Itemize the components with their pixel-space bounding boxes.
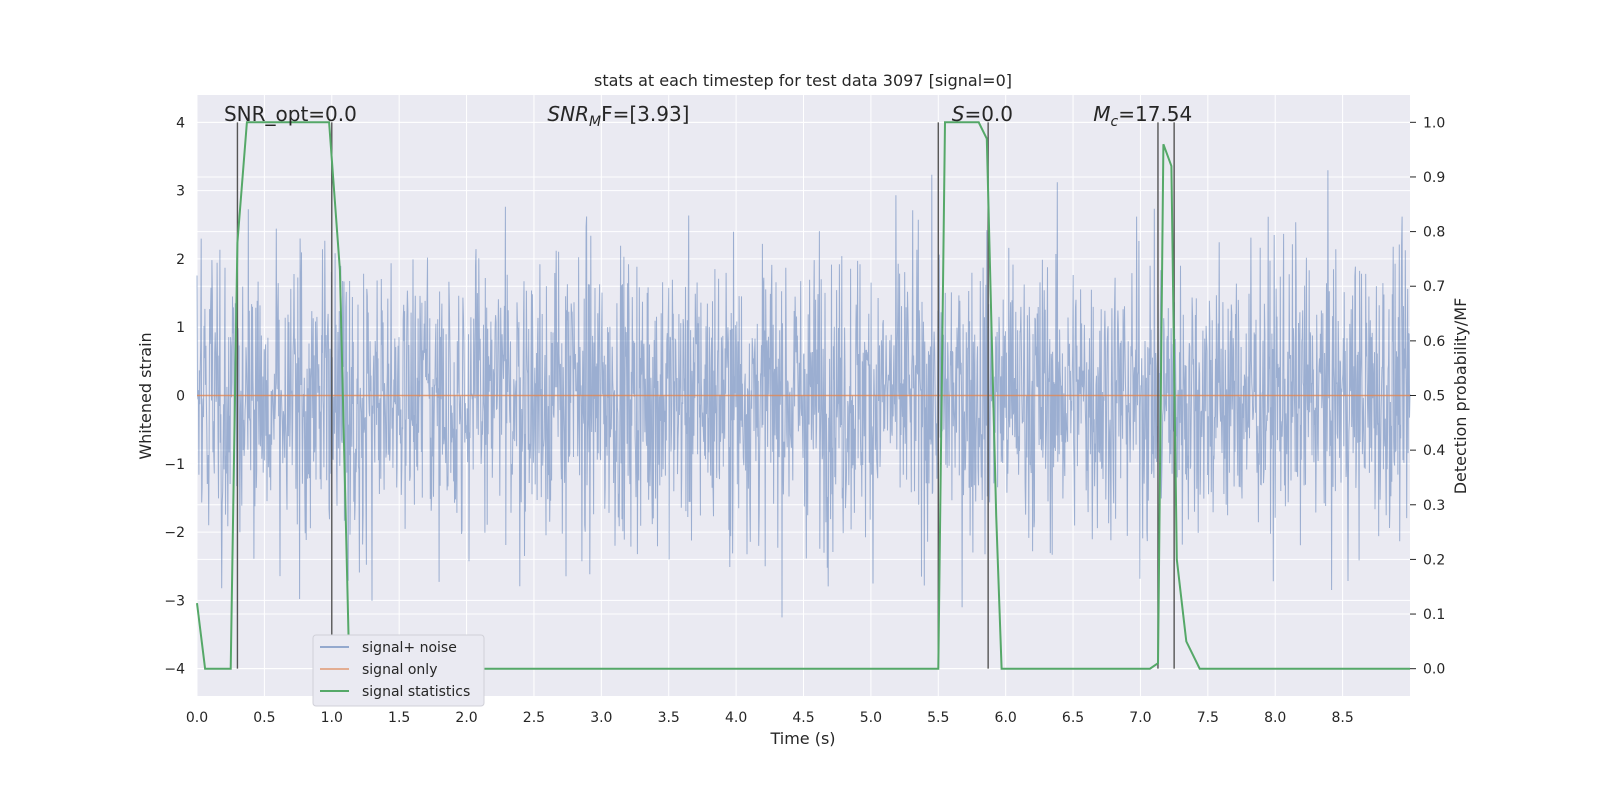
y-right-tick-label: 0.0: [1423, 662, 1445, 678]
y-right-tick-label: 0.2: [1423, 552, 1445, 568]
series-signal-statistics: [196, 121, 1410, 670]
y-tick-label: 2: [176, 252, 185, 268]
chart-title: stats at each timestep for test data 309…: [594, 71, 1012, 90]
x-tick-label: 7.5: [1197, 710, 1219, 726]
x-tick-label: 8.0: [1264, 710, 1286, 726]
x-tick-label: 0.0: [186, 710, 208, 726]
y-tick-label: −3: [164, 593, 185, 609]
y-axis-right-ticks: 0.0 0.1 0.2 0.3 0.4 0.5 0.6 0.7 0.8 0.9 1.0: [1410, 115, 1445, 678]
y-right-tick-label: 0.8: [1423, 225, 1445, 241]
x-tick-label: 5.5: [927, 710, 949, 726]
legend-label-signal-noise: signal+ noise: [362, 640, 457, 656]
y-tick-label: 3: [176, 184, 185, 200]
y-axis-left-label: Whitened strain: [136, 332, 155, 459]
y-right-tick-label: 0.9: [1423, 170, 1445, 186]
x-tick-label: 3.0: [590, 710, 612, 726]
y-tick-label: 1: [176, 320, 185, 336]
x-tick-label: 1.0: [321, 710, 343, 726]
x-tick-label: 6.5: [1062, 710, 1084, 726]
x-tick-label: 2.5: [523, 710, 545, 726]
signal-statistics-line: [196, 121, 1410, 670]
y-tick-label: 4: [176, 115, 185, 131]
x-tick-label: 4.0: [725, 710, 747, 726]
y-right-tick-label: 0.1: [1423, 607, 1445, 623]
x-tick-label: 3.5: [658, 710, 680, 726]
x-tick-label: 7.0: [1129, 710, 1151, 726]
x-axis-ticks: 0.0 0.5 1.0 1.5 2.0 2.5 3.0 3.5 4.0 4.5 5.0 5.5 6.0 6…: [186, 710, 1354, 726]
y-right-tick-label: 1.0: [1423, 115, 1445, 131]
x-tick-label: 0.5: [253, 710, 275, 726]
annotations: SNR_opt=0.0 SNRMF=[3.93] S=0.0 Mc=17.54: [224, 102, 1192, 130]
y-tick-label: −1: [164, 457, 185, 473]
y-right-tick-label: 0.3: [1423, 498, 1445, 514]
x-tick-label: 4.5: [792, 710, 814, 726]
x-tick-label: 8.5: [1331, 710, 1353, 726]
annotation-label: SNRMF=[3.93]: [547, 102, 689, 130]
legend: signal+ noise signal only signal statist…: [312, 634, 485, 707]
annotation-label: Mc=17.54: [1093, 102, 1192, 130]
y-right-tick-label: 0.6: [1423, 334, 1445, 350]
y-axis-left-ticks: −4 −3 −2 −1 0 1 2 3 4: [164, 115, 185, 677]
y-tick-label: −4: [164, 662, 185, 678]
annotation-label: S=0.0: [952, 102, 1013, 126]
y-right-tick-label: 0.4: [1423, 443, 1445, 459]
x-tick-label: 2.0: [455, 710, 477, 726]
x-axis-label: Time (s): [769, 729, 835, 748]
annotation-label: SNR_opt=0.0: [224, 102, 357, 126]
y-tick-label: 0: [176, 389, 185, 405]
y-axis-right-label: Detection probability/MF: [1451, 298, 1470, 495]
legend-label-signal-only: signal only: [362, 662, 437, 678]
legend-label-signal-statistics: signal statistics: [362, 684, 470, 700]
x-tick-label: 6.0: [995, 710, 1017, 726]
y-right-tick-label: 0.5: [1423, 389, 1445, 405]
series-signal-noise: [196, 170, 1411, 618]
legend-box: [312, 634, 485, 707]
x-tick-label: 1.5: [388, 710, 410, 726]
y-right-tick-label: 0.7: [1423, 279, 1445, 295]
signal-noise-line: [196, 170, 1411, 618]
x-tick-label: 5.0: [860, 710, 882, 726]
y-tick-label: −2: [164, 525, 185, 541]
